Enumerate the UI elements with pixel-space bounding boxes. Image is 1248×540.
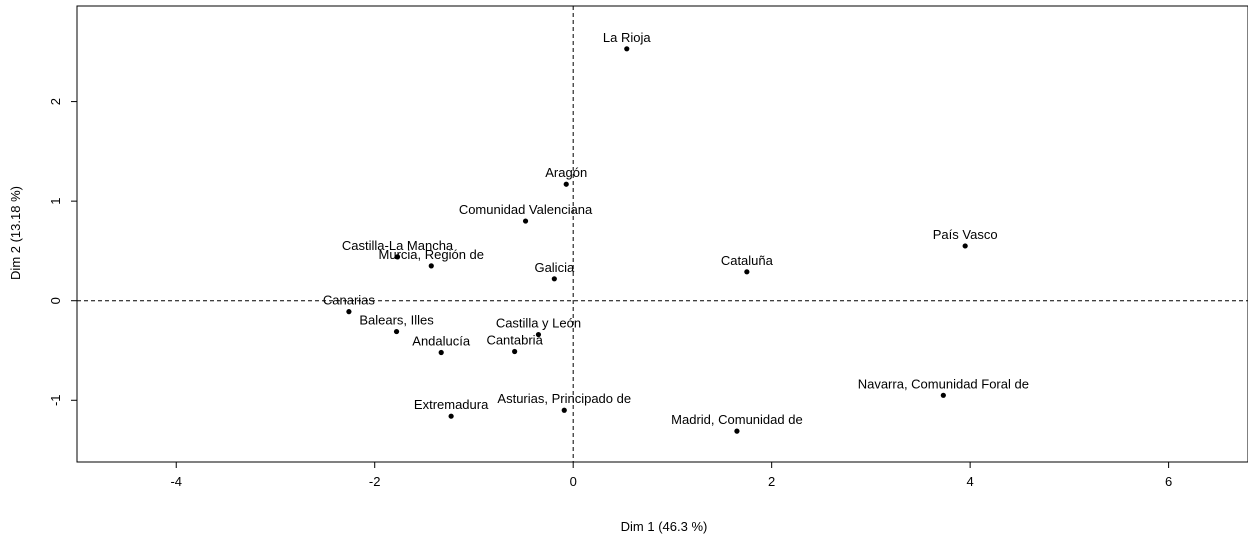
point-label: Navarra, Comunidad Foral de [858,376,1029,391]
data-point [393,328,400,335]
point-label: Cataluña [721,253,774,268]
point-label: Murcia, Región de [379,247,485,262]
point-label: Cantabria [486,332,543,347]
x-tick-label: -4 [170,474,182,489]
points-layer: La Rioja Aragón Comunidad Valenciana Castil… [323,30,1029,434]
x-axis-title: Dim 1 (46.3 %) [621,519,708,534]
point-label: Castilla y León [496,316,581,331]
y-tick-label: 1 [48,198,63,205]
point-label: Castilla-La Mancha [342,238,454,253]
point-label: Galicia [534,260,575,275]
x-tick-label: 4 [967,474,974,489]
point-label: Balears, Illes [359,313,434,328]
y-axis: -1 0 1 2 [48,98,77,406]
data-point [448,413,454,419]
point-label: Canarias [323,293,376,308]
point-label: Aragón [545,165,587,180]
point-label: Extremadura [414,397,489,412]
x-tick-label: 6 [1165,474,1172,489]
x-tick-label: -2 [369,474,381,489]
y-tick-label: 2 [48,98,63,105]
x-tick-label: 2 [768,474,775,489]
data-point [734,428,740,434]
point-label: La Rioja [603,30,651,45]
data-point [561,407,567,413]
data-point [624,46,630,52]
plot-frame [76,5,1248,463]
data-point [512,348,518,355]
data-point [962,243,968,249]
data-point [394,254,401,260]
data-point [438,349,444,356]
data-point [563,181,569,187]
data-point [744,269,750,275]
point-label: Comunidad Valenciana [459,202,593,217]
y-tick-label: 0 [48,297,63,304]
point-label: Andalucía [412,333,471,348]
data-point [551,276,557,282]
y-tick-label: -1 [48,394,63,406]
point-label: Madrid, Comunidad de [671,412,803,427]
y-axis-title: Dim 2 (13.18 %) [8,186,23,280]
point-label: Asturias, Principado de [497,391,631,406]
data-point [535,331,542,338]
x-axis: -4 -2 0 2 4 6 [170,462,1172,489]
data-point [522,218,529,224]
data-point [428,263,434,269]
data-point [940,392,946,398]
point-label: País Vasco [933,227,998,242]
data-point [346,309,352,315]
x-tick-label: 0 [570,474,577,489]
